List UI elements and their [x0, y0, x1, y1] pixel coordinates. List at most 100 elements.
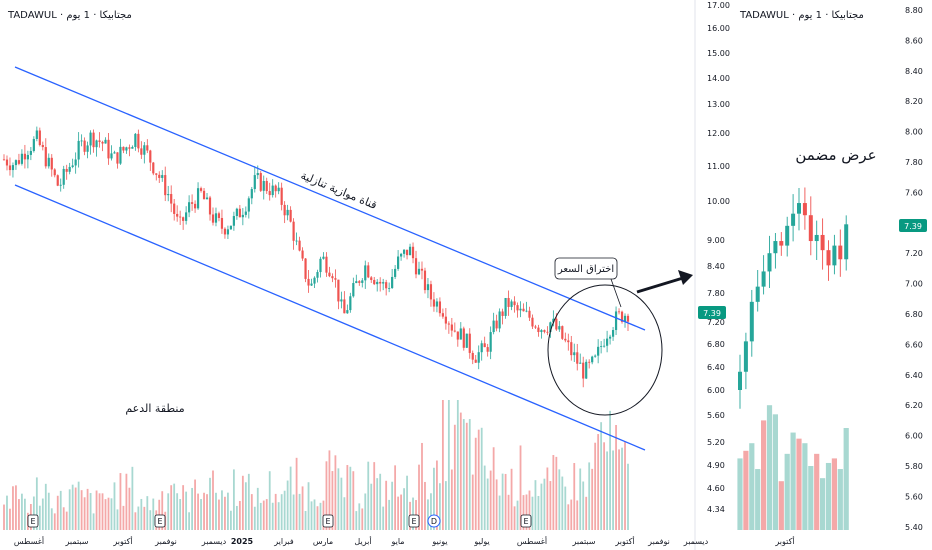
- main-volume-bar: [56, 495, 59, 530]
- inset-volume-bar: [772, 414, 778, 530]
- main-volume-bar: [406, 475, 408, 530]
- inset-candle-body: [785, 225, 790, 246]
- earnings-marker-label: E: [30, 517, 35, 526]
- main-y-tick: 7.80: [707, 289, 725, 298]
- main-candle-body: [402, 249, 406, 254]
- main-x-tick: فبراير: [273, 537, 294, 546]
- main-candle-body: [453, 330, 456, 332]
- main-candle-body: [158, 174, 161, 178]
- inset-price-tag-label: 7.39: [904, 222, 922, 231]
- main-volume-bar: [104, 499, 107, 530]
- inset-y-tick: 6.60: [905, 340, 923, 349]
- main-candle-body: [277, 187, 280, 192]
- main-candle-body: [20, 153, 24, 164]
- main-volume-bar: [612, 450, 614, 530]
- main-candle-body: [53, 169, 56, 176]
- main-volume-bar: [259, 502, 262, 530]
- main-volume-bar: [176, 493, 179, 530]
- main-volume-bar: [131, 466, 134, 530]
- main-candle-body: [608, 336, 612, 339]
- main-candle-body: [238, 208, 241, 218]
- earnings-marker-label: E: [411, 517, 416, 526]
- main-volume-bar: [221, 490, 223, 530]
- main-volume-bar: [349, 466, 352, 530]
- main-candle-body: [370, 277, 373, 280]
- main-candle-body: [603, 345, 606, 347]
- main-candle-body: [122, 146, 125, 151]
- main-volume-bar: [206, 494, 208, 530]
- earnings-marker: [408, 514, 420, 528]
- main-volume-bar: [430, 493, 432, 530]
- main-candle-body: [546, 331, 549, 333]
- main-candle-body: [600, 346, 603, 347]
- main-candle-body: [385, 282, 388, 289]
- inset-y-tick: 5.80: [905, 462, 923, 471]
- main-candle-body: [83, 140, 86, 152]
- main-candle-body: [388, 287, 391, 289]
- main-volume-bar: [600, 422, 603, 530]
- main-candle-body: [179, 216, 182, 218]
- main-candle-body: [199, 188, 203, 191]
- main-volume-bar: [298, 493, 301, 530]
- main-volume-bar: [483, 465, 486, 530]
- main-volume-bar: [113, 482, 116, 530]
- inset-price-tag: [899, 219, 927, 232]
- main-volume-bar: [513, 506, 516, 530]
- main-candle-body: [298, 240, 301, 251]
- inset-candle-body: [820, 234, 825, 251]
- main-candle-body: [617, 311, 621, 313]
- main-candle-body: [241, 214, 244, 218]
- main-x-tick: نوفمبر: [154, 537, 177, 546]
- inset-volume-bar: [843, 428, 849, 530]
- main-volume-bar: [65, 511, 68, 530]
- main-candle-body: [441, 313, 444, 317]
- main-x-axis: أغسطس سبتمبر أكتوبر نوفمبر ديسمبر 2025 فبراير م…: [14, 536, 709, 546]
- main-volume-bar: [44, 483, 47, 530]
- main-volume-bar: [489, 470, 492, 530]
- main-candle-body: [474, 359, 477, 363]
- main-candle-body: [62, 168, 65, 185]
- breakout-label: اختراق السعر: [557, 264, 614, 275]
- main-volume-bar: [447, 400, 450, 530]
- main-candle-body: [176, 213, 179, 217]
- main-candle-body: [325, 256, 328, 273]
- inset-candles: [738, 187, 849, 409]
- main-volume-bars: [3, 400, 629, 530]
- main-candle-body: [217, 213, 221, 218]
- main-volume-bar: [107, 497, 110, 530]
- main-candle-body: [44, 147, 47, 167]
- main-candle-body: [525, 310, 528, 312]
- main-candle-body: [555, 318, 558, 330]
- main-candle-body: [125, 147, 128, 151]
- main-volume-bar: [227, 492, 229, 530]
- main-x-tick: 2025: [231, 537, 254, 546]
- main-volume-bar: [188, 512, 191, 530]
- main-volume-bar: [343, 497, 346, 530]
- zoom-arrow-line: [636, 276, 684, 294]
- inset-volume-bar: [737, 458, 743, 530]
- main-candle-body: [244, 211, 247, 215]
- main-candle-body: [597, 346, 600, 356]
- main-volume-bar: [18, 499, 20, 530]
- main-volume-bar: [238, 500, 241, 530]
- main-y-axis: 17.00 16.00 15.00 14.00 13.00 12.00 11.00 10.00…: [707, 1, 730, 514]
- main-candle-body: [26, 154, 29, 160]
- main-volume-bar: [301, 486, 304, 530]
- main-x-tick: يوليو: [473, 537, 489, 546]
- main-candle-body: [167, 194, 170, 196]
- main-y-tick: 4.34: [707, 505, 725, 514]
- main-candle-body: [161, 175, 164, 178]
- main-volume-bar: [519, 445, 522, 530]
- main-candle-body: [262, 180, 265, 191]
- main-volume-bar: [627, 463, 629, 530]
- inset-volume-bar: [802, 443, 808, 530]
- main-volume-bar: [194, 479, 196, 530]
- main-candle-body: [35, 130, 38, 139]
- main-volume-bar: [450, 469, 453, 530]
- main-candle-body: [495, 320, 498, 329]
- main-volume-bar: [558, 469, 561, 530]
- main-volume-bar: [277, 502, 280, 530]
- earnings-marker: [520, 514, 532, 528]
- main-volume-bar: [271, 502, 274, 530]
